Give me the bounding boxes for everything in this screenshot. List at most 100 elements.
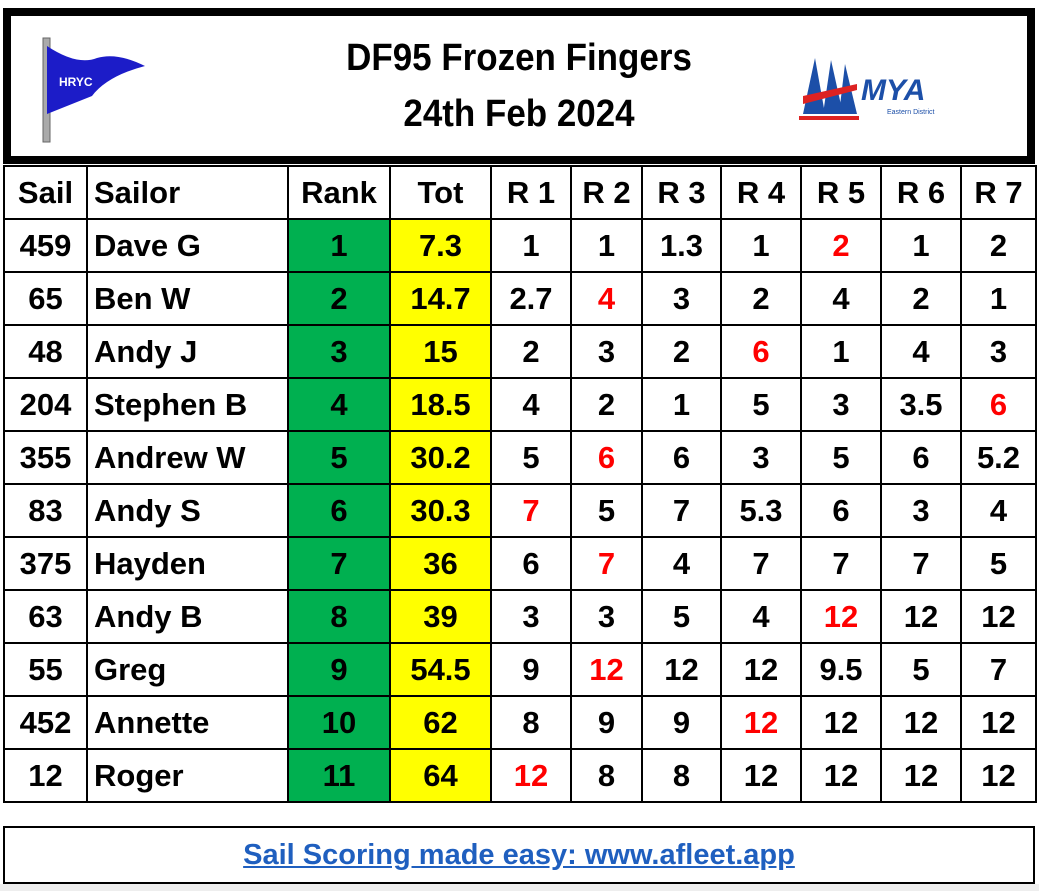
- afleet-link[interactable]: Sail Scoring made easy: www.afleet.app: [243, 839, 795, 871]
- sailor-name-cell: Annette: [86, 695, 289, 750]
- race-score-cell: 4: [490, 377, 572, 432]
- rank-cell: 5: [287, 430, 391, 485]
- race-score-cell: 4: [641, 536, 722, 591]
- race-score-cell: 3: [800, 377, 882, 432]
- race-score-cell: 1: [960, 271, 1037, 326]
- column-header: R 3: [641, 165, 722, 220]
- race-score-cell: 7: [720, 536, 802, 591]
- race-score-cell: 12: [641, 642, 722, 697]
- rank-cell: 4: [287, 377, 391, 432]
- race-score-cell: 4: [960, 483, 1037, 538]
- discarded-race-score-cell: 12: [490, 748, 572, 803]
- column-header: Sail: [3, 165, 88, 220]
- sail-number-cell: 55: [3, 642, 88, 697]
- rank-cell: 9: [287, 642, 391, 697]
- column-header: R 7: [960, 165, 1037, 220]
- race-score-cell: 1: [880, 218, 962, 273]
- race-score-cell: 7: [880, 536, 962, 591]
- race-score-cell: 9: [490, 642, 572, 697]
- sail-number-cell: 204: [3, 377, 88, 432]
- table-row: 48 Andy J 3 15 2 3 2 6 1 4 3: [3, 324, 1037, 379]
- race-score-cell: 1: [720, 218, 802, 273]
- total-cell: 18.5: [389, 377, 492, 432]
- race-score-cell: 2: [880, 271, 962, 326]
- race-score-cell: 6: [641, 430, 722, 485]
- total-cell: 64: [389, 748, 492, 803]
- discarded-race-score-cell: 12: [570, 642, 643, 697]
- race-score-cell: 3: [570, 324, 643, 379]
- race-score-cell: 12: [720, 748, 802, 803]
- table-row: 55 Greg 9 54.5 9 12 12 12 9.5 5 7: [3, 642, 1037, 697]
- race-score-cell: 3: [570, 589, 643, 644]
- total-cell: 30.2: [389, 430, 492, 485]
- race-score-cell: 1: [800, 324, 882, 379]
- total-cell: 15: [389, 324, 492, 379]
- race-score-cell: 3: [960, 324, 1037, 379]
- race-score-cell: 5: [960, 536, 1037, 591]
- svg-text:MYA: MYA: [861, 74, 925, 107]
- footer: Sail Scoring made easy: www.afleet.app: [3, 826, 1035, 884]
- discarded-race-score-cell: 2: [800, 218, 882, 273]
- race-score-cell: 6: [880, 430, 962, 485]
- race-score-cell: 2: [641, 324, 722, 379]
- svg-text:Eastern District: Eastern District: [887, 109, 935, 116]
- total-cell: 30.3: [389, 483, 492, 538]
- race-score-cell: 6: [800, 483, 882, 538]
- race-score-cell: 12: [960, 748, 1037, 803]
- sailor-name-cell: Andy B: [86, 589, 289, 644]
- rank-cell: 2: [287, 271, 391, 326]
- sail-number-cell: 65: [3, 271, 88, 326]
- rank-cell: 1: [287, 218, 391, 273]
- race-score-cell: 2: [570, 377, 643, 432]
- rank-cell: 7: [287, 536, 391, 591]
- race-score-cell: 2: [960, 218, 1037, 273]
- race-score-cell: 8: [570, 748, 643, 803]
- rank-cell: 11: [287, 748, 391, 803]
- column-header: R 1: [490, 165, 572, 220]
- sail-number-cell: 63: [3, 589, 88, 644]
- svg-text:HRYC: HRYC: [59, 75, 93, 89]
- column-header: Rank: [287, 165, 391, 220]
- table-row: 12 Roger 11 64 12 8 8 12 12 12 12: [3, 748, 1037, 803]
- table-row: 459 Dave G 1 7.3 1 1 1.3 1 2 1 2: [3, 218, 1037, 273]
- column-header: Sailor: [86, 165, 289, 220]
- race-score-cell: 4: [800, 271, 882, 326]
- column-header: Tot: [389, 165, 492, 220]
- race-score-cell: 12: [720, 642, 802, 697]
- race-score-cell: 5.3: [720, 483, 802, 538]
- race-score-cell: 5: [720, 377, 802, 432]
- discarded-race-score-cell: 7: [570, 536, 643, 591]
- race-score-cell: 4: [880, 324, 962, 379]
- total-cell: 54.5: [389, 642, 492, 697]
- race-score-cell: 7: [641, 483, 722, 538]
- race-score-cell: 3: [880, 483, 962, 538]
- sail-number-cell: 452: [3, 695, 88, 750]
- rank-cell: 10: [287, 695, 391, 750]
- race-score-cell: 5.2: [960, 430, 1037, 485]
- race-score-cell: 4: [720, 589, 802, 644]
- sailor-name-cell: Greg: [86, 642, 289, 697]
- race-score-cell: 1: [490, 218, 572, 273]
- sheet-bottom-edge: [0, 884, 1039, 891]
- discarded-race-score-cell: 7: [490, 483, 572, 538]
- rank-cell: 8: [287, 589, 391, 644]
- mya-logo: MYA Eastern District: [795, 56, 950, 129]
- race-score-cell: 12: [800, 748, 882, 803]
- rank-cell: 3: [287, 324, 391, 379]
- total-cell: 39: [389, 589, 492, 644]
- table-row: 65 Ben W 2 14.7 2.7 4 3 2 4 2 1: [3, 271, 1037, 326]
- discarded-race-score-cell: 12: [800, 589, 882, 644]
- race-score-cell: 5: [570, 483, 643, 538]
- race-score-cell: 12: [880, 748, 962, 803]
- event-name: DF95 Frozen Fingers: [346, 37, 692, 79]
- event-date: 24th Feb 2024: [403, 93, 635, 135]
- table-row: 63 Andy B 8 39 3 3 5 4 12 12 12: [3, 589, 1037, 644]
- race-score-cell: 1: [641, 377, 722, 432]
- table-row: 375 Hayden 7 36 6 7 4 7 7 7 5: [3, 536, 1037, 591]
- race-score-cell: 12: [800, 695, 882, 750]
- hryc-flag-logo: HRYC: [37, 36, 157, 151]
- discarded-race-score-cell: 4: [570, 271, 643, 326]
- discarded-race-score-cell: 6: [720, 324, 802, 379]
- sailor-name-cell: Stephen B: [86, 377, 289, 432]
